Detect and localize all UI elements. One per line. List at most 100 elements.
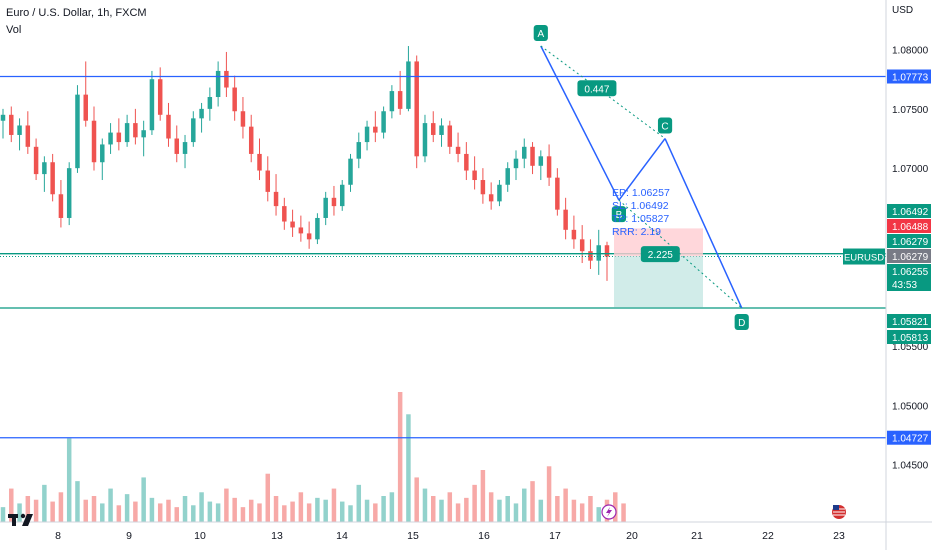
volume-bar xyxy=(207,501,213,522)
price-label-bg xyxy=(887,69,931,84)
candle-body xyxy=(149,79,155,131)
ratio-line-ac xyxy=(540,45,666,139)
volume-bar xyxy=(339,501,345,522)
volume-bar xyxy=(50,501,55,522)
price-label-text: 1.06255 xyxy=(892,267,929,278)
volume-bar xyxy=(191,505,196,522)
price-label: 1.07773 xyxy=(887,69,931,84)
ratio-ac-label-bg xyxy=(577,80,617,97)
volume-bar xyxy=(464,497,469,522)
price-label-bg xyxy=(887,314,931,328)
candle-body xyxy=(431,123,436,135)
x-tick-label: 13 xyxy=(271,530,283,542)
price-label-bg xyxy=(887,204,931,218)
candle-body xyxy=(348,158,353,185)
candle-body xyxy=(455,146,461,154)
candle-body xyxy=(265,170,271,192)
candle-body xyxy=(406,61,411,109)
candle-body xyxy=(505,168,510,185)
y-tick-label: 1.05000 xyxy=(892,401,929,412)
volume-bar xyxy=(174,507,179,522)
price-label: 1.04727 xyxy=(887,430,931,445)
x-tick-label: 20 xyxy=(626,530,638,542)
candle-body xyxy=(604,245,610,257)
volume-bar xyxy=(257,503,262,522)
candle-body xyxy=(91,120,97,163)
candle-body xyxy=(182,142,188,154)
candle-body xyxy=(497,184,502,202)
trade-info-line: SL: 1.06492 xyxy=(612,200,669,212)
price-label: 1.05813 xyxy=(887,330,931,344)
volume-bar xyxy=(414,477,419,522)
volume-bar xyxy=(58,492,64,522)
volume-bar xyxy=(265,473,271,522)
volume-bar xyxy=(579,503,585,522)
volume-bar xyxy=(497,499,502,522)
volume-bar xyxy=(108,488,113,522)
price-label: 1.06255 xyxy=(887,264,931,278)
ratio-bd-label-bg xyxy=(640,246,680,263)
volume-bar xyxy=(563,488,568,522)
candle-body xyxy=(530,146,535,166)
candle-body xyxy=(166,114,171,139)
lightning-icon xyxy=(601,504,617,520)
candle-body xyxy=(108,132,113,145)
volume-bar xyxy=(298,492,304,522)
point-c-label-text: C xyxy=(661,122,668,133)
volume-bar xyxy=(166,499,171,522)
x-tick-label: 23 xyxy=(833,530,845,542)
point-a-label-text: A xyxy=(537,29,544,40)
symbol-tag-text: EURUSD xyxy=(844,253,884,264)
lightning-icon-bolt xyxy=(606,507,612,517)
volume-bar xyxy=(315,497,320,522)
price-label: 1.05821 xyxy=(887,314,931,328)
x-tick-label: 22 xyxy=(762,530,774,542)
indicator-label: Vol xyxy=(6,24,22,36)
candle-body xyxy=(174,138,179,154)
candle-body xyxy=(157,79,163,115)
candle-body xyxy=(248,126,254,154)
candle-body xyxy=(17,125,22,135)
us-flag-canton xyxy=(833,505,839,510)
volume-bar xyxy=(42,484,47,522)
volume-bar xyxy=(571,499,577,522)
volume-bar xyxy=(488,492,494,522)
volume-bar xyxy=(232,497,237,522)
volume-bars xyxy=(0,392,626,522)
volume-bar xyxy=(116,505,122,522)
price-label-bg xyxy=(887,234,931,248)
price-label-bg xyxy=(887,430,931,445)
tradingview-logo-icon xyxy=(8,512,44,533)
candle-body xyxy=(257,153,262,171)
candle-body xyxy=(339,184,345,207)
candle-body xyxy=(488,194,494,202)
ratio-line-bd xyxy=(618,199,743,309)
pattern-leg xyxy=(618,138,666,201)
volume-bar xyxy=(199,492,204,522)
candle-body xyxy=(9,114,14,135)
candle-body xyxy=(522,146,527,159)
price-label: 43:53 xyxy=(887,277,931,291)
price-label-text: 43:53 xyxy=(892,280,917,291)
trade-info-line: RRR: 2.19 xyxy=(612,226,661,238)
price-label-bg xyxy=(887,264,931,278)
price-label-text: 1.07773 xyxy=(892,72,929,83)
candle-body xyxy=(571,229,577,240)
horizontal-levels xyxy=(0,75,886,439)
volume-bar xyxy=(447,492,453,522)
volume-bar xyxy=(240,507,246,522)
volume-bar xyxy=(33,499,39,522)
price-label-bg xyxy=(887,330,931,344)
volume-bar xyxy=(588,496,593,522)
candle-body xyxy=(447,125,453,147)
candle-body xyxy=(439,125,444,135)
candle-body xyxy=(546,156,552,178)
candle-body xyxy=(331,197,337,207)
volume-bar xyxy=(0,507,6,522)
volume-bar xyxy=(66,438,72,522)
point-d-label-bg xyxy=(734,313,749,330)
y-tick-label: 1.08000 xyxy=(892,46,929,57)
volume-bar xyxy=(282,505,287,522)
point-d-label-text: D xyxy=(738,318,745,329)
